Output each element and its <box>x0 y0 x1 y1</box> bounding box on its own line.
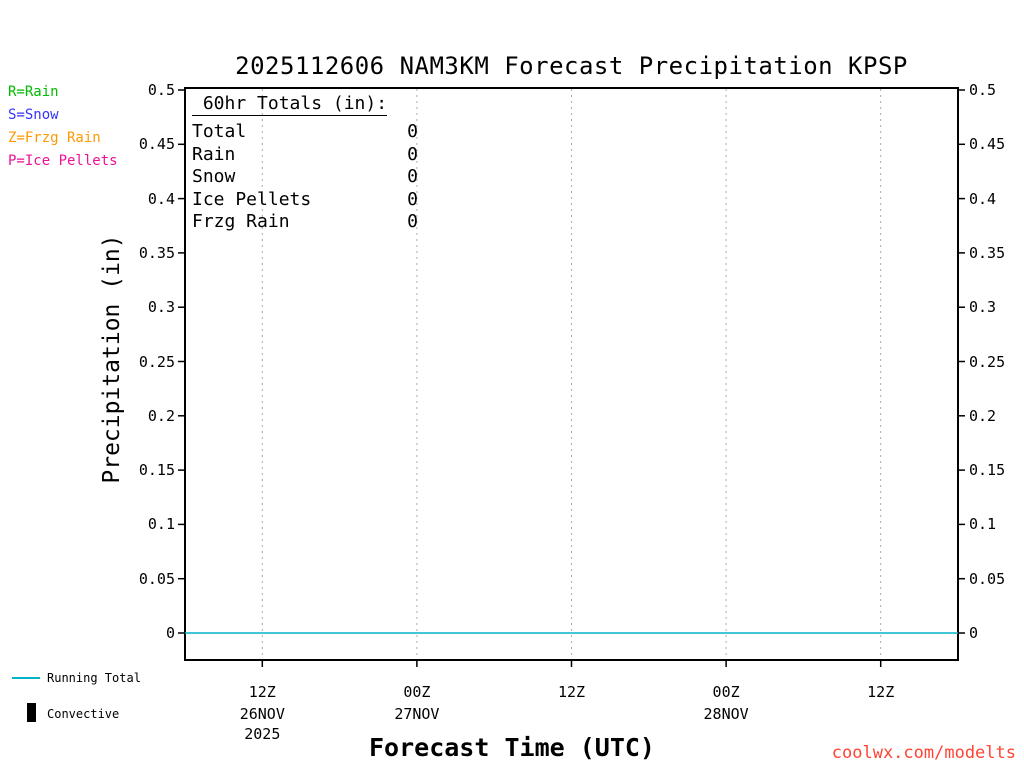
totals-row-value: 0 <box>407 188 418 210</box>
y-tick-label-left: 0 <box>165 624 175 642</box>
y-tick-label-right: 0.35 <box>969 243 1006 262</box>
type-legend-item: S=Snow <box>8 107 59 123</box>
running-total-line-swatch <box>12 677 40 679</box>
x-tick-label: 12Z <box>248 683 276 701</box>
y-tick-label-left: 0.2 <box>147 406 175 425</box>
y-tick-label-left: 0.05 <box>138 569 175 588</box>
legend-convective-label: Convective <box>47 707 120 721</box>
y-tick-label-right: 0.15 <box>969 461 1006 480</box>
x-date-label: 26NOV <box>239 705 285 723</box>
x-tick-label: 00Z <box>403 683 431 701</box>
y-tick-label-right: 0 <box>969 624 979 642</box>
totals-row: Snow 0 <box>192 166 418 189</box>
type-legend-item: Z=Frzg Rain <box>8 130 101 146</box>
chart-title: 2025112606 NAM3KM Forecast Precipitation… <box>235 52 908 80</box>
x-date-label: 27NOV <box>394 705 440 723</box>
y-tick-label-right: 0.4 <box>969 189 997 208</box>
y-tick-label-left: 0.35 <box>138 243 175 262</box>
x-tick-label: 12Z <box>557 683 586 701</box>
plot-border <box>184 87 959 661</box>
totals-row: Total 0 <box>192 121 418 144</box>
y-tick-label-right: 0.05 <box>969 569 1006 588</box>
x-year-label: 2025 <box>244 725 281 743</box>
totals-row-label: Ice Pellets <box>192 188 312 210</box>
x-tick-label: 12Z <box>867 683 895 701</box>
totals-heading: 60hr Totals (in): <box>192 93 418 116</box>
totals-row: Ice Pellets 0 <box>192 189 418 212</box>
y-tick-label-left: 0.3 <box>147 298 175 317</box>
type-legend-item: R=Rain <box>8 84 59 100</box>
y-tick-label-left: 0.5 <box>147 81 175 99</box>
totals-row-value: 0 <box>407 121 418 142</box>
totals-row: Rain 0 <box>192 144 418 167</box>
convective-bar-swatch <box>27 703 36 722</box>
totals-row-label: Total <box>192 121 247 142</box>
y-tick-label-left: 0.45 <box>138 135 175 154</box>
totals-row-label: Rain <box>192 143 236 165</box>
x-tick-label: 00Z <box>712 683 740 701</box>
y-tick-label-right: 0.2 <box>969 406 997 425</box>
totals-box: 60hr Totals (in): Total 0 Rain 0 Snow 0 Ice Pel… <box>192 93 418 234</box>
precip-type-legend: R=Rain S=Snow Z=Frzg Rain P=Ice Pellets <box>8 81 118 173</box>
y-tick-label-right: 0.45 <box>969 135 1006 154</box>
y-tick-label-left: 0.15 <box>138 461 175 480</box>
x-date-label: 28NOV <box>703 705 749 723</box>
totals-heading-text: 60hr Totals (in): <box>192 93 388 116</box>
totals-row: Frzg Rain 0 <box>192 211 418 234</box>
totals-row-value: 0 <box>407 143 418 165</box>
totals-row-label: Frzg Rain <box>192 211 290 233</box>
y-tick-label-left: 0.25 <box>138 352 175 371</box>
totals-row-value: 0 <box>407 166 418 188</box>
totals-row-value: 0 <box>407 211 418 233</box>
y-tick-label-left: 0.1 <box>147 515 175 534</box>
type-legend-item: P=Ice Pellets <box>8 153 118 169</box>
y-tick-label-right: 0.25 <box>969 352 1006 371</box>
y-tick-label-right: 0.5 <box>969 81 997 99</box>
y-tick-label-left: 0.4 <box>147 189 175 208</box>
y-tick-label-right: 0.1 <box>969 515 997 534</box>
watermark-link[interactable]: coolwx.com/modelts <box>831 743 1016 763</box>
legend-running-total-label: Running Total <box>47 671 141 685</box>
totals-row-label: Snow <box>192 166 236 188</box>
x-axis-label: Forecast Time (UTC) <box>369 733 655 762</box>
y-tick-label-right: 0.3 <box>969 298 997 317</box>
